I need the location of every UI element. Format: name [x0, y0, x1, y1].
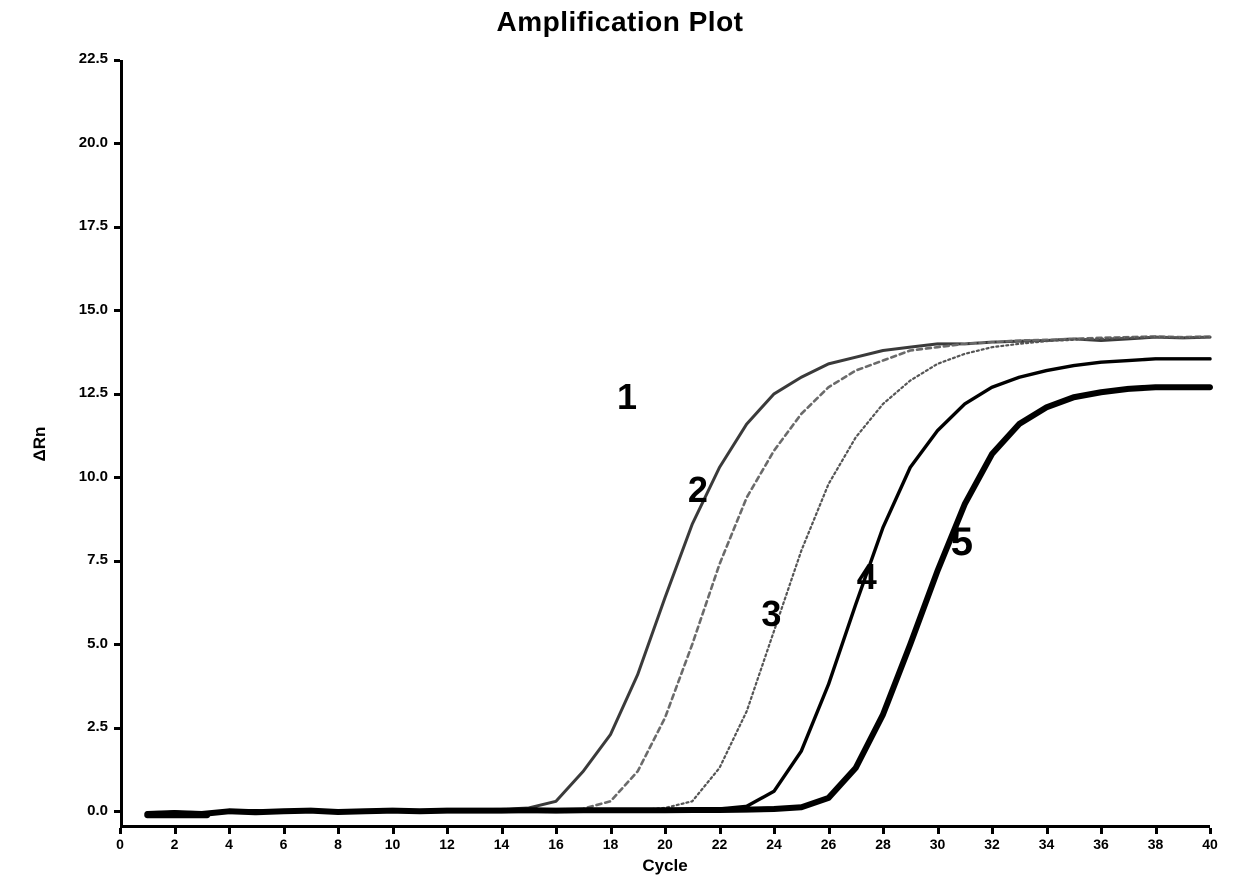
y-tick-label: 20.0	[54, 134, 108, 151]
y-tick	[114, 226, 120, 229]
x-tick-label: 10	[375, 836, 411, 852]
y-tick-label: 10.0	[54, 468, 108, 485]
chart-container: Amplification Plot ΔRn Cycle 0.0 2.5 5.0 7.…	[0, 0, 1240, 890]
series-label-curve3: 3	[761, 593, 781, 635]
x-tick	[174, 828, 177, 834]
chart-title: Amplification Plot	[0, 6, 1240, 38]
y-tick-label: 0.0	[54, 802, 108, 819]
series-curve4	[147, 359, 1210, 813]
x-tick-label: 0	[102, 836, 138, 852]
x-tick-label: 4	[211, 836, 247, 852]
x-tick-label: 8	[320, 836, 356, 852]
x-axis-title: Cycle	[625, 856, 705, 876]
x-tick-label: 30	[920, 836, 956, 852]
x-tick-label: 6	[266, 836, 302, 852]
x-tick-label: 20	[647, 836, 683, 852]
y-tick	[114, 309, 120, 312]
x-tick-label: 24	[756, 836, 792, 852]
y-tick	[114, 476, 120, 479]
x-tick	[337, 828, 340, 834]
x-tick-label: 16	[538, 836, 574, 852]
y-axis-title: ΔRn	[30, 414, 50, 474]
x-tick	[119, 828, 122, 834]
x-tick	[882, 828, 885, 834]
y-tick	[114, 643, 120, 646]
y-tick	[114, 393, 120, 396]
x-tick	[392, 828, 395, 834]
y-tick	[114, 142, 120, 145]
y-tick-label: 17.5	[54, 217, 108, 234]
y-tick-label: 5.0	[54, 635, 108, 652]
x-tick	[228, 828, 231, 834]
x-tick	[610, 828, 613, 834]
plot-area	[120, 60, 1210, 828]
x-tick-label: 40	[1192, 836, 1228, 852]
y-tick-label: 22.5	[54, 50, 108, 67]
y-tick-label: 15.0	[54, 301, 108, 318]
series-label-curve1: 1	[617, 376, 637, 418]
x-tick-label: 2	[157, 836, 193, 852]
x-tick	[501, 828, 504, 834]
x-tick	[1209, 828, 1212, 834]
curves-svg	[120, 60, 1210, 828]
y-tick	[114, 727, 120, 730]
series-label-curve4: 4	[857, 556, 877, 598]
x-tick	[773, 828, 776, 834]
x-tick-label: 28	[865, 836, 901, 852]
series-label-curve5: 5	[951, 520, 973, 565]
x-tick	[555, 828, 558, 834]
x-tick-label: 26	[811, 836, 847, 852]
x-tick-label: 34	[1029, 836, 1065, 852]
x-tick-label: 14	[484, 836, 520, 852]
series-curve5	[147, 387, 1210, 814]
x-tick-label: 38	[1138, 836, 1174, 852]
x-tick	[991, 828, 994, 834]
y-tick	[114, 59, 120, 62]
x-tick	[937, 828, 940, 834]
x-tick	[664, 828, 667, 834]
y-tick-label: 12.5	[54, 384, 108, 401]
x-tick-label: 18	[593, 836, 629, 852]
y-tick	[114, 810, 120, 813]
y-tick-label: 2.5	[54, 718, 108, 735]
x-tick	[446, 828, 449, 834]
series-label-curve2: 2	[688, 469, 708, 511]
x-tick	[828, 828, 831, 834]
x-tick-label: 36	[1083, 836, 1119, 852]
x-tick-label: 12	[429, 836, 465, 852]
x-tick-label: 32	[974, 836, 1010, 852]
x-tick	[719, 828, 722, 834]
y-tick-label: 7.5	[54, 551, 108, 568]
y-tick	[114, 560, 120, 563]
x-tick	[1155, 828, 1158, 834]
x-tick	[283, 828, 286, 834]
x-tick	[1046, 828, 1049, 834]
x-tick-label: 22	[702, 836, 738, 852]
x-tick	[1100, 828, 1103, 834]
